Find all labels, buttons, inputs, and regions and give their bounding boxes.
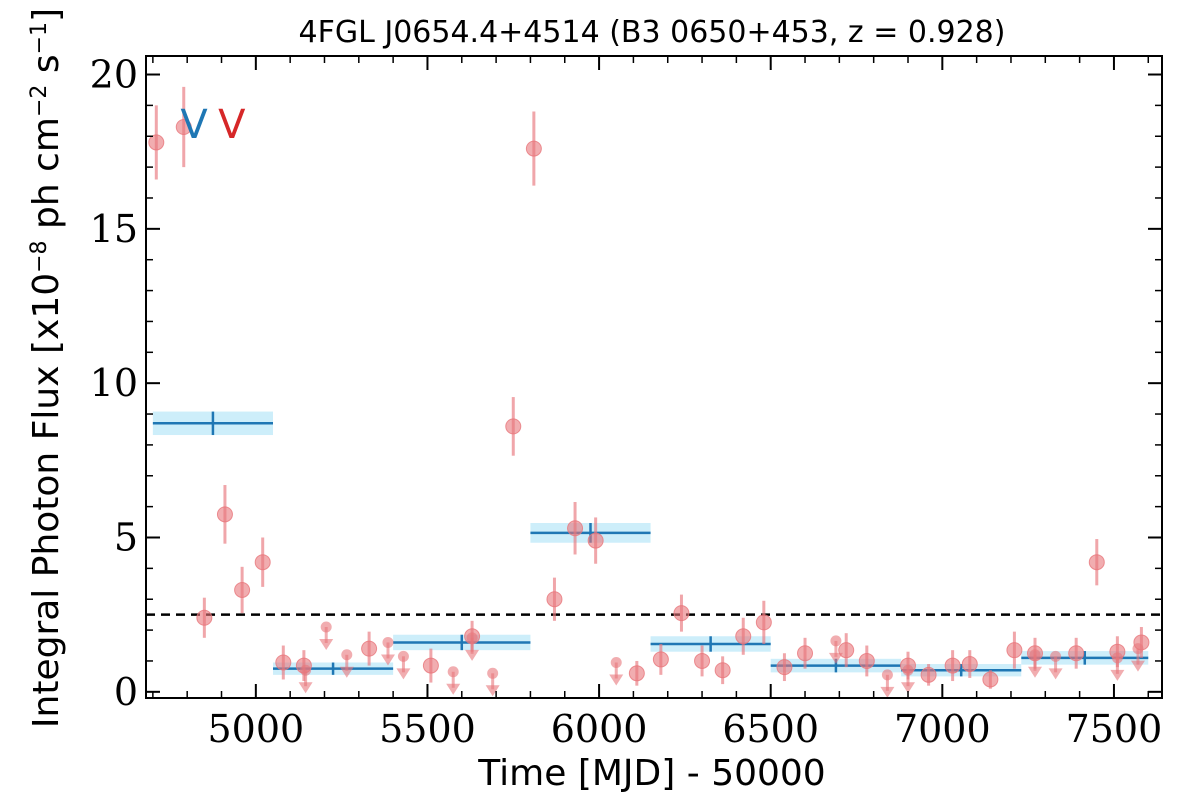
upper-limit-arrow: [446, 683, 461, 695]
flux-point: [505, 418, 522, 435]
flare-marker-label: V: [180, 102, 208, 148]
flux-point: [361, 640, 378, 657]
y-tick-label: 15: [90, 207, 138, 251]
y-axis-label-mid2: s: [26, 54, 67, 84]
flux-point: [546, 591, 563, 608]
upper-limit-point: [487, 667, 499, 679]
upper-limit-arrow: [339, 666, 354, 678]
upper-limit-point: [397, 650, 409, 662]
flux-point: [1068, 645, 1085, 662]
upper-limit-point: [341, 649, 353, 661]
flux-point: [567, 520, 584, 537]
upper-limit-point: [466, 632, 478, 644]
upper-limit-point: [320, 621, 332, 633]
flux-point: [714, 662, 731, 679]
y-tick-label: 10: [90, 361, 138, 405]
flux-point: [234, 581, 251, 598]
x-tick-label: 6000: [551, 707, 648, 751]
upper-limit-point: [382, 636, 394, 648]
flare-marker-label: V: [218, 102, 246, 148]
upper-limit-arrow: [380, 654, 395, 666]
upper-limit-point: [881, 669, 893, 681]
upper-limit-point: [447, 666, 459, 678]
upper-limit-arrow: [901, 682, 915, 694]
x-axis-label: Time [MJD] - 50000: [477, 753, 825, 794]
flux-point: [175, 118, 192, 135]
y-axis-label-base: Integral Photon Flux [x10: [26, 273, 67, 728]
y-axis-label-mid: ph cm: [26, 117, 67, 240]
upper-limit-arrow: [609, 674, 624, 686]
flux-point: [254, 554, 271, 571]
flux-point: [776, 659, 793, 676]
x-tick-label: 5500: [379, 707, 476, 751]
x-tick-label: 6500: [722, 707, 819, 751]
flux-point: [838, 642, 855, 659]
flux-point: [216, 506, 233, 523]
upper-limits-series: [298, 621, 1145, 698]
upper-limit-arrow: [828, 652, 843, 664]
y-axis-label: Integral Photon Flux [x10−8 ph cm−2 s−1]: [26, 8, 67, 728]
flux-point: [587, 532, 604, 549]
y-axis-label-exp1: −8: [27, 240, 52, 272]
upper-limit-point: [610, 657, 622, 669]
y-axis-label-exp2: −2: [27, 85, 52, 117]
flux-point: [858, 652, 875, 669]
upper-limit-arrow: [880, 686, 895, 698]
flux-point: [422, 657, 439, 674]
flux-point: [961, 656, 978, 673]
flux-point: [1088, 554, 1105, 571]
upper-limit-point: [1050, 650, 1062, 662]
upper-limit-point: [902, 664, 914, 676]
flux-point: [628, 665, 645, 682]
upper-limit-point: [1111, 652, 1123, 664]
x-tick-label: 7500: [1066, 707, 1163, 751]
y-tick-label: 20: [90, 53, 138, 97]
upper-limit-arrow: [1110, 669, 1125, 681]
plot-frame: [145, 55, 1163, 699]
upper-limit-point: [300, 664, 312, 676]
flux-point: [196, 609, 213, 626]
flux-point: [982, 671, 999, 688]
upper-limit-arrow: [465, 649, 480, 661]
upper-limit-arrow: [485, 685, 500, 697]
y-axis-label-exp3: −1: [27, 22, 52, 54]
flux-point: [148, 134, 165, 151]
flux-point: [673, 605, 690, 622]
x-tick-label: 7000: [894, 707, 991, 751]
chart-title: 4FGL J0654.4+4514 (B3 0650+453, z = 0.92…: [299, 15, 1006, 50]
y-tick-label: 0: [114, 670, 138, 714]
flux-point: [797, 645, 814, 662]
upper-limit-point: [1132, 643, 1144, 655]
y-axis-label-end: ]: [26, 8, 67, 22]
binned-flux-series: [152, 411, 1149, 677]
upper-limit-arrow: [319, 639, 334, 651]
upper-limit-arrow: [396, 668, 411, 680]
upper-limit-arrow: [298, 682, 313, 694]
flux-point: [944, 657, 961, 674]
axes: 5000 5500 6000 6500 7000 7500 0 5 10 15 20: [90, 53, 1163, 751]
flux-point: [1006, 642, 1023, 659]
flux-point: [755, 614, 772, 631]
upper-limit-arrow: [1130, 660, 1145, 672]
upper-limit-point: [1029, 649, 1041, 661]
upper-limit-arrow: [1028, 666, 1042, 678]
flux-point: [652, 651, 669, 668]
flux-point: [920, 666, 937, 683]
flux-point: [735, 628, 752, 645]
flux-points-series: [148, 86, 1150, 689]
flux-point: [525, 140, 542, 157]
upper-limit-point: [830, 635, 842, 647]
flux-point: [275, 654, 292, 671]
y-tick-label: 5: [114, 516, 138, 560]
flux-point: [694, 652, 711, 669]
upper-limit-arrow: [1048, 668, 1063, 680]
x-tick-label: 5000: [207, 707, 304, 751]
